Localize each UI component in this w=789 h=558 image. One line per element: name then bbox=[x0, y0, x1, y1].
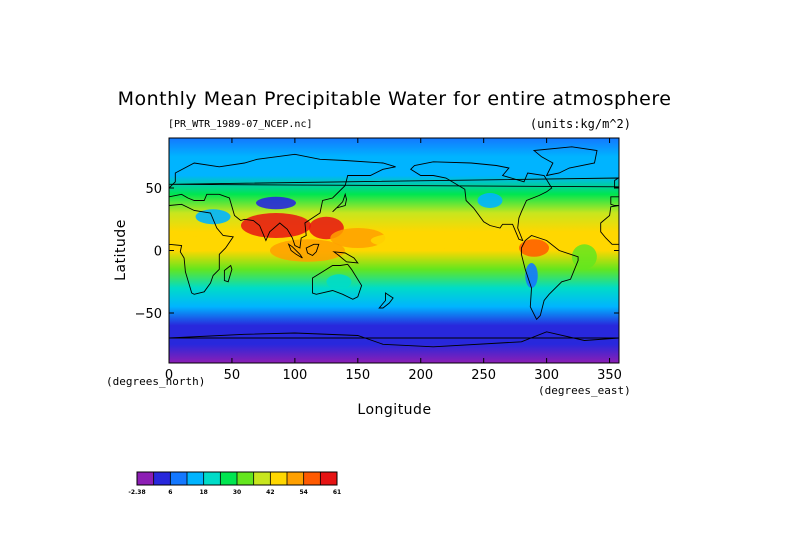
greenland-outline bbox=[532, 146, 598, 177]
colorbar-swatch bbox=[203, 472, 221, 485]
europe-west-outline bbox=[610, 196, 619, 206]
colorbar-label: 54 bbox=[299, 489, 307, 496]
moisture-hotspot bbox=[240, 213, 311, 238]
moisture-hotspot bbox=[169, 236, 220, 252]
y-axis-label: Latitude bbox=[113, 219, 129, 281]
x-tick-label: 100 bbox=[282, 368, 307, 383]
colorbar-swatch bbox=[237, 472, 254, 485]
y-tick-label: −50 bbox=[135, 307, 162, 322]
new-guinea-outline bbox=[332, 251, 359, 264]
colorbar-label: -2.38 bbox=[128, 489, 145, 496]
colorbar-label: 6 bbox=[168, 489, 172, 496]
colorbar-label: 61 bbox=[333, 489, 341, 496]
longitude-unit-label: (degrees_east) bbox=[538, 384, 631, 397]
y-tick-label: 0 bbox=[154, 245, 162, 260]
colorbar-swatch bbox=[253, 472, 271, 485]
colorbar-swatch bbox=[287, 472, 304, 485]
x-tick-label: 300 bbox=[534, 368, 559, 383]
madagascar-outline bbox=[223, 264, 233, 283]
precipitable-water-map bbox=[169, 138, 619, 363]
latitude-unit-label: (degrees_north) bbox=[106, 375, 206, 388]
y-tick-label: 50 bbox=[145, 182, 162, 197]
colorbar-swatch bbox=[137, 472, 154, 485]
north-america-outline bbox=[409, 161, 553, 242]
units-label: (units:kg/m^2) bbox=[529, 117, 631, 131]
dry-region bbox=[525, 263, 538, 288]
x-tick-label: 50 bbox=[224, 368, 241, 383]
x-tick-label: 350 bbox=[597, 368, 622, 383]
colorbar-swatch bbox=[220, 472, 238, 485]
x-tick-label: 250 bbox=[471, 368, 496, 383]
moisture-hotspot bbox=[330, 228, 386, 248]
colorbar-swatch bbox=[170, 472, 188, 485]
moisture-hotspot bbox=[519, 239, 550, 257]
south-america-outline bbox=[520, 234, 579, 321]
africa-west-outline bbox=[600, 205, 619, 245]
file-label: [PR_WTR_1989-07_NCEP.nc] bbox=[168, 119, 313, 130]
dry-region bbox=[326, 274, 352, 290]
dry-region bbox=[255, 196, 296, 210]
borneo-outline bbox=[305, 243, 320, 257]
moisture-hotspot bbox=[370, 231, 471, 250]
dry-region bbox=[477, 193, 503, 208]
colorbar-swatch bbox=[187, 472, 204, 485]
japan-outline bbox=[332, 192, 347, 213]
x-tick-label: 200 bbox=[408, 368, 433, 383]
colorbar-swatch bbox=[153, 472, 171, 485]
x-tick-label: 150 bbox=[345, 368, 370, 383]
australia-outline bbox=[312, 263, 363, 300]
zonal-band-fill bbox=[169, 138, 619, 363]
x-axis: 0 50 100 150 200 250 300 350 bbox=[165, 138, 622, 383]
colorbar-label: 30 bbox=[233, 489, 241, 496]
page-title: Monthly Mean Precipitable Water for enti… bbox=[117, 88, 672, 110]
x-tick-label: 0 bbox=[165, 368, 173, 383]
new-zealand-outline bbox=[378, 292, 394, 309]
x-axis-label: Longitude bbox=[357, 402, 432, 418]
colorbar: -2.38 6 18 30 42 54 61 bbox=[128, 471, 341, 496]
africa-outline bbox=[169, 203, 234, 295]
colorbar-swatch bbox=[270, 472, 288, 485]
colorbar-label: 42 bbox=[266, 489, 274, 496]
colorbar-label: 18 bbox=[199, 489, 207, 496]
dry-region bbox=[195, 209, 231, 225]
sumatra-outline bbox=[287, 243, 303, 259]
colorbar-swatch bbox=[320, 472, 338, 485]
moisture-hotspot bbox=[571, 244, 597, 270]
colorbar-frame bbox=[136, 471, 338, 486]
antarctica-outline bbox=[169, 331, 619, 348]
moisture-hotspot bbox=[269, 239, 345, 262]
colorbar-swatch bbox=[303, 472, 321, 485]
eurasia-outline bbox=[169, 153, 396, 249]
moisture-hotspot bbox=[468, 230, 524, 246]
y-axis: 50 0 −50 bbox=[135, 182, 619, 322]
